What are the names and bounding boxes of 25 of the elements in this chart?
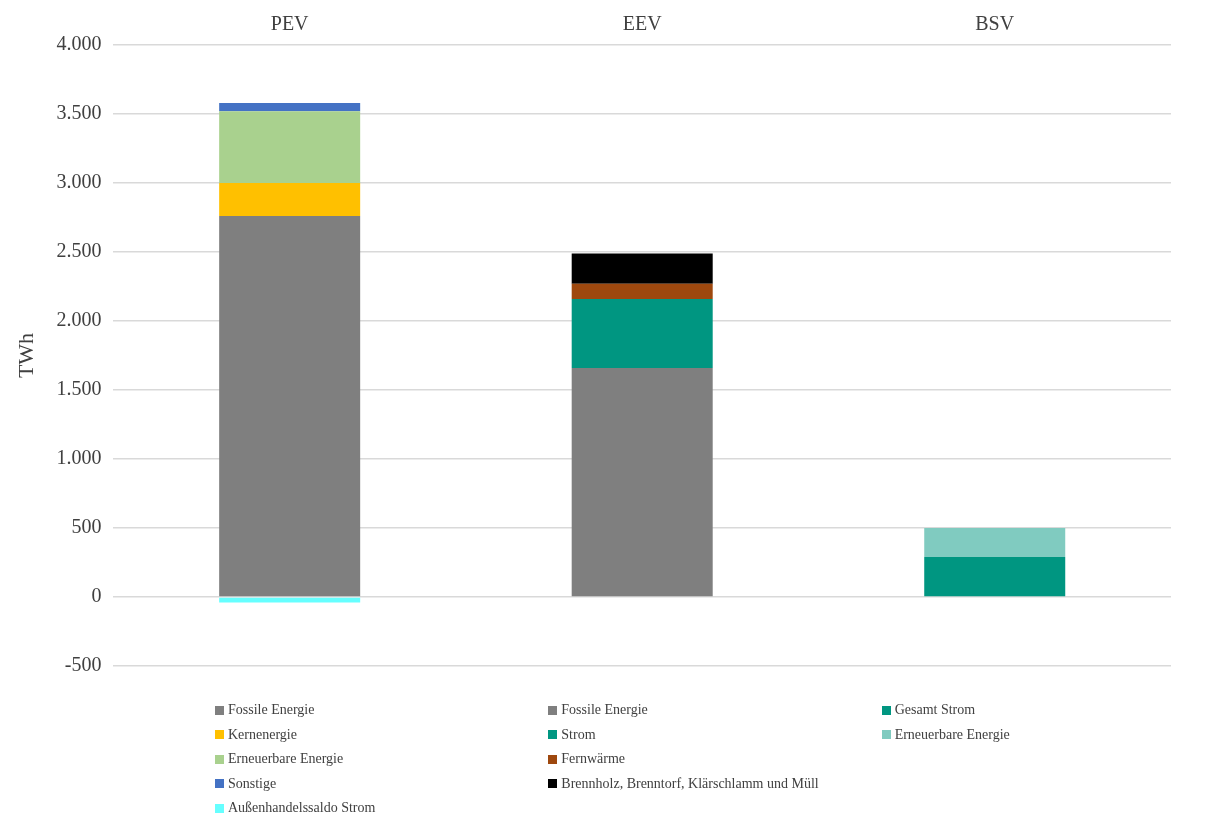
legend-label: Kernenergie bbox=[228, 726, 297, 743]
y-tick-label: 2.500 bbox=[56, 239, 102, 262]
y-tick-label: 4.000 bbox=[56, 32, 102, 55]
y-tick-label: 1.500 bbox=[56, 377, 102, 400]
y-tick-label: 500 bbox=[71, 515, 102, 538]
y-tick-label: 3.500 bbox=[56, 101, 102, 124]
x-tick-label: PEV bbox=[270, 12, 310, 35]
y-axis-title: TWh bbox=[12, 332, 38, 379]
legend-label: Fernwärme bbox=[561, 751, 626, 768]
legend-label: Brennholz, Brenntorf, Klärschlamm und Müll bbox=[561, 775, 819, 792]
legend-label: Außenhandelssaldo Strom bbox=[228, 800, 376, 814]
y-tick-label: 1.000 bbox=[56, 446, 102, 469]
legend-label: Fossile Energie bbox=[561, 702, 648, 719]
x-tick-label: EEV bbox=[622, 12, 663, 35]
legend-label: Sonstige bbox=[228, 775, 277, 792]
y-tick-label: 3.000 bbox=[56, 170, 102, 193]
y-tick-label: 0 bbox=[91, 584, 102, 607]
legend-label: Erneuerbare Energie bbox=[894, 726, 1010, 743]
y-tick-label: -500 bbox=[64, 653, 102, 676]
legend-label: Strom bbox=[561, 726, 596, 743]
y-tick-label: 2.000 bbox=[56, 308, 102, 331]
legend-label: Erneuerbare Energie bbox=[228, 751, 344, 768]
x-tick-label: BSV bbox=[975, 12, 1015, 35]
legend-label: Gesamt Strom bbox=[894, 702, 976, 719]
legend-label: Fossile Energie bbox=[228, 702, 315, 719]
